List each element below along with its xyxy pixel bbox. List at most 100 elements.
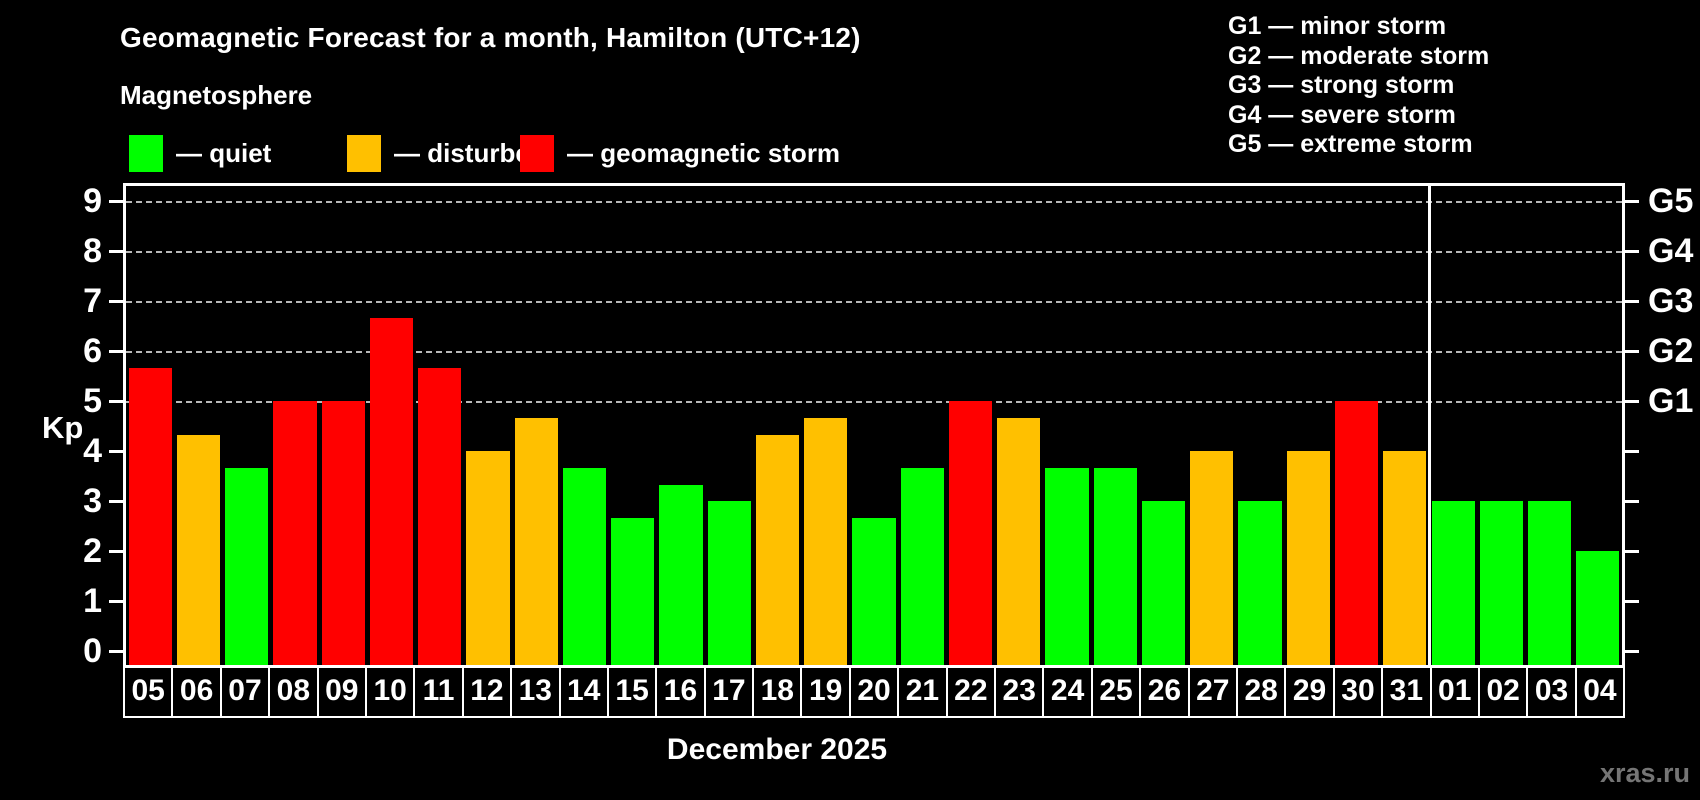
- subtitle-magnetosphere: Magnetosphere: [120, 80, 313, 110]
- day-label-cell: 21: [897, 668, 945, 716]
- g-legend-item: G4 — severe storm: [1228, 100, 1456, 129]
- kp-bar: [369, 317, 414, 665]
- g-axis-tick: [1625, 200, 1639, 203]
- kp-bar: [1576, 551, 1620, 665]
- day-label-cell: 28: [1235, 668, 1284, 716]
- day-label-cell: 02: [1477, 668, 1526, 716]
- y-tick-label: 5: [83, 382, 102, 420]
- kp-bar: [900, 467, 944, 665]
- legend-label: — geomagnetic storm: [567, 137, 841, 168]
- g-axis-tick: [1625, 250, 1639, 253]
- g-axis-tick: [1625, 650, 1639, 653]
- kp-bar: [1238, 501, 1282, 665]
- day-label-cell: 31: [1381, 668, 1429, 716]
- g-level-label: G5: [1648, 182, 1694, 220]
- y-tick: [109, 650, 123, 653]
- y-tick: [109, 500, 123, 503]
- y-tick: [109, 250, 123, 253]
- y-tick-label: 7: [83, 282, 102, 320]
- kp-gridline: [126, 351, 1622, 353]
- kp-bar: [804, 417, 848, 665]
- month-separator-line: [1427, 186, 1431, 665]
- quiet-color-swatch: [129, 134, 163, 172]
- day-label-cell: 19: [800, 668, 848, 716]
- kp-bar: [176, 434, 221, 665]
- day-label-cell: 24: [1042, 668, 1090, 716]
- y-tick-label: 9: [83, 182, 102, 220]
- day-label-cell: 17: [703, 668, 752, 716]
- day-label-cell: 18: [752, 668, 800, 716]
- day-label-cell: 09: [316, 668, 365, 716]
- day-label-cell: 23: [994, 668, 1042, 716]
- kp-bar: [128, 367, 172, 665]
- page-title: Geomagnetic Forecast for a month, Hamilt…: [120, 22, 861, 53]
- g-level-label: G3: [1648, 282, 1694, 320]
- day-label-cell: 01: [1429, 668, 1478, 716]
- y-tick-label: 1: [83, 582, 102, 620]
- day-label-cell: 08: [268, 668, 316, 716]
- month-label: December 2025: [666, 733, 888, 766]
- g-axis-tick: [1625, 400, 1639, 403]
- day-label-cell: 12: [461, 668, 510, 716]
- kp-bar: [852, 517, 896, 665]
- kp-bar: [225, 467, 269, 665]
- kp-bar: [1479, 501, 1523, 665]
- g-axis-tick: [1625, 600, 1639, 603]
- kp-bar: [1093, 467, 1137, 665]
- day-label-cell: 06: [171, 668, 219, 716]
- g-legend-item: G2 — moderate storm: [1228, 41, 1490, 70]
- kp-bar: [755, 434, 800, 665]
- kp-bar: [1141, 501, 1186, 665]
- y-tick: [109, 600, 123, 603]
- status-legend: — quiet — disturbed — geomagnetic storm: [129, 133, 1029, 173]
- kp-gridline: [126, 401, 1622, 403]
- g-legend-item: G1 — minor storm: [1228, 12, 1447, 40]
- watermark-xras: xras.ru: [1599, 758, 1690, 788]
- disturbed-color-swatch: [347, 134, 381, 172]
- y-tick-label: 6: [83, 332, 102, 370]
- g-level-label: G2: [1648, 332, 1694, 370]
- legend-item-disturbed: — disturbed: [347, 133, 546, 173]
- kp-gridline: [126, 301, 1622, 303]
- day-label-cell: 15: [606, 668, 655, 716]
- kp-bar: [948, 401, 993, 665]
- day-label-cell: 10: [364, 668, 413, 716]
- g-scale-legend: G1 — minor storm G2 — moderate storm G3 — …: [1228, 12, 1489, 160]
- kp-bar: [1528, 501, 1572, 665]
- kp-bar: [1431, 501, 1475, 665]
- kp-bar: [1286, 451, 1330, 665]
- kp-gridline: [126, 251, 1622, 253]
- kp-bar: [1335, 401, 1379, 665]
- day-label-cell: 30: [1332, 668, 1381, 716]
- legend-label: — quiet: [176, 137, 272, 168]
- kp-bar: [707, 501, 751, 665]
- y-tick: [109, 550, 123, 553]
- x-axis-day-labels: 05 06 07 08 09 10 11 12 13 14 15 16 17 18 19 20 21 22 23 24…: [123, 668, 1625, 718]
- day-label-cell: 13: [510, 668, 558, 716]
- day-label-cell: 04: [1574, 668, 1623, 716]
- g-axis-tick: [1625, 350, 1639, 353]
- day-label-cell: 25: [1090, 668, 1139, 716]
- y-tick-label: 3: [83, 482, 102, 520]
- kp-bar: [562, 467, 607, 665]
- kp-bar: [1045, 467, 1089, 665]
- g-level-label: G1: [1648, 382, 1694, 420]
- day-label-cell: 07: [219, 668, 268, 716]
- legend-item-quiet: — quiet: [129, 133, 271, 173]
- y-tick-label: 0: [83, 632, 102, 670]
- g-axis-tick: [1625, 500, 1639, 503]
- day-label-cell: 05: [131, 674, 165, 707]
- kp-gridline: [126, 201, 1622, 203]
- storm-color-swatch: [520, 134, 554, 172]
- kp-bar: [514, 417, 558, 665]
- day-label-cell: 22: [945, 668, 994, 716]
- y-tick-label: 2: [83, 532, 102, 570]
- kp-axis-label: Kp: [42, 410, 84, 445]
- g-axis-tick: [1625, 300, 1639, 303]
- y-tick-label: 8: [83, 232, 102, 270]
- kp-bar: [273, 401, 317, 665]
- kp-bar: [321, 401, 365, 665]
- day-label-cell: 20: [848, 668, 897, 716]
- y-tick: [109, 400, 123, 403]
